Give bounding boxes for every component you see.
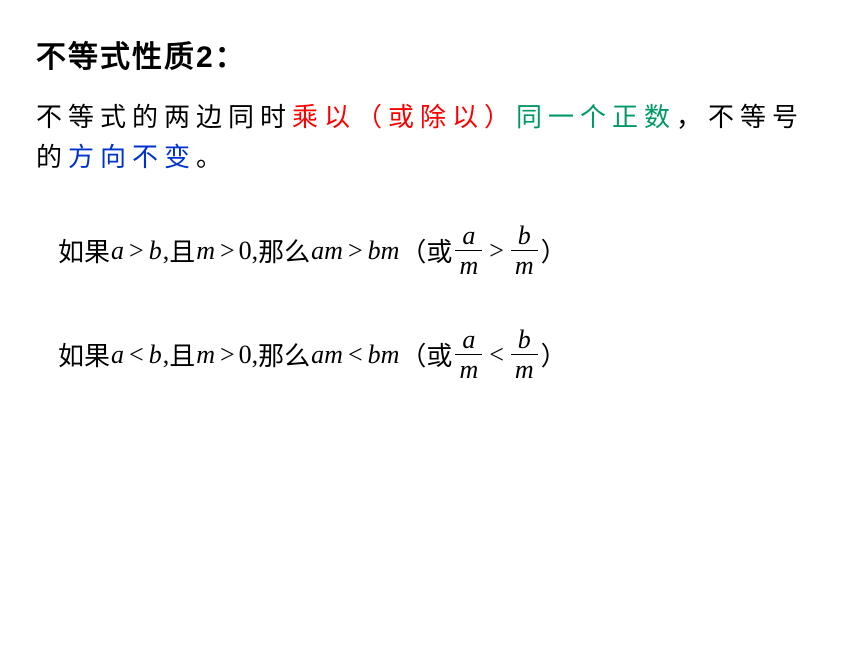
lparen: （ <box>400 336 426 373</box>
gt-op: > <box>125 236 148 266</box>
math-statement-1: 如果 a > b , 且 m > 0 , 那么 am > bm （ 或 a m … <box>58 221 824 281</box>
desc-blue: 方向不变 <box>68 143 196 172</box>
fraction-a-over-m: a m <box>455 326 482 384</box>
numerator: b <box>512 326 537 354</box>
rparen: ） <box>541 232 567 269</box>
math-statement-2: 如果 a < b , 且 m > 0 , 那么 am < bm （ 或 a m … <box>58 325 824 385</box>
if-text: 如果 <box>58 336 110 373</box>
or-text: 或 <box>426 232 452 269</box>
gt-op: > <box>216 340 239 370</box>
or-text: 或 <box>426 336 452 373</box>
numerator: a <box>456 222 481 250</box>
desc-part6: 。 <box>196 143 228 172</box>
var-bm: bm <box>367 340 401 370</box>
then-text: 那么 <box>258 232 310 269</box>
fraction-b-over-m: b m <box>511 222 538 280</box>
and-text: 且 <box>169 336 195 373</box>
var-a: a <box>110 236 125 266</box>
gt-op: > <box>485 236 508 266</box>
var-m: m <box>195 236 216 266</box>
lt-op: < <box>485 340 508 370</box>
zero: 0 <box>239 236 252 266</box>
lt-op: < <box>344 340 367 370</box>
var-m: m <box>195 340 216 370</box>
property-description: 不等式的两边同时乘以（或除以）同一个正数，不等号的方向不变。 <box>36 98 824 179</box>
numerator: b <box>512 222 537 250</box>
if-text: 如果 <box>58 232 110 269</box>
fraction-a-over-m: a m <box>455 222 482 280</box>
fraction-b-over-m: b m <box>511 326 538 384</box>
denominator: m <box>455 354 482 383</box>
var-am: am <box>310 340 344 370</box>
then-text: 那么 <box>258 336 310 373</box>
var-b: b <box>148 340 163 370</box>
slide-title: 不等式性质2： <box>36 32 824 76</box>
desc-green: 同一个正数 <box>516 103 676 132</box>
var-bm: bm <box>367 236 401 266</box>
denominator: m <box>511 250 538 279</box>
desc-part1: 不等式的两边同时 <box>36 103 292 132</box>
gt-op: > <box>344 236 367 266</box>
var-am: am <box>310 236 344 266</box>
and-text: 且 <box>169 232 195 269</box>
var-b: b <box>148 236 163 266</box>
slide-content: 不等式性质2： 不等式的两边同时乘以（或除以）同一个正数，不等号的方向不变。 如… <box>0 0 860 461</box>
lt-op: < <box>125 340 148 370</box>
rparen: ） <box>541 336 567 373</box>
gt-op: > <box>216 236 239 266</box>
denominator: m <box>455 250 482 279</box>
numerator: a <box>456 326 481 354</box>
var-a: a <box>110 340 125 370</box>
lparen: （ <box>400 232 426 269</box>
desc-red: 乘以（或除以） <box>292 103 516 132</box>
zero: 0 <box>239 340 252 370</box>
denominator: m <box>511 354 538 383</box>
